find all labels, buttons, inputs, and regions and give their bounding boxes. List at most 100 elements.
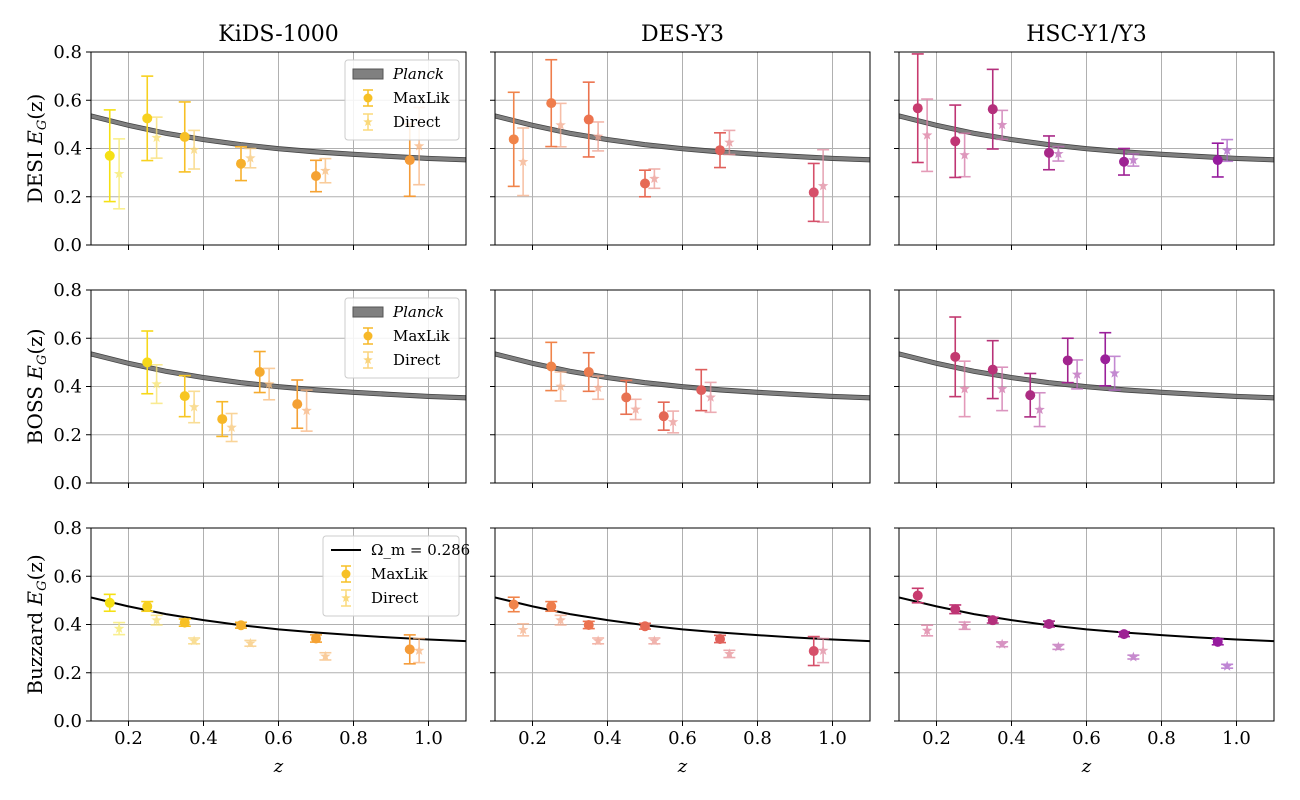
legend-label: Planck — [392, 65, 444, 83]
direct-point — [113, 138, 126, 210]
maxlik-marker — [404, 644, 415, 655]
direct-point — [244, 637, 257, 648]
direct-marker — [151, 614, 162, 625]
x-tick-label: 0.2 — [518, 728, 547, 749]
direct-point — [1221, 138, 1234, 163]
maxlik-marker — [715, 145, 725, 156]
direct-point — [629, 398, 642, 421]
data-area — [91, 330, 466, 443]
legend-marker-swatch — [363, 327, 373, 345]
maxlik-point — [1043, 135, 1055, 171]
direct-point — [817, 637, 830, 664]
legend-marker-swatch — [341, 565, 351, 583]
x-tick-label: 0.8 — [743, 728, 772, 749]
maxlik-marker — [179, 617, 190, 628]
data-area — [899, 53, 1274, 179]
planck-band — [495, 113, 870, 163]
direct-marker — [724, 648, 735, 659]
row-label-symbol: E — [23, 590, 47, 606]
axes-frame — [898, 51, 1275, 246]
maxlik-marker — [404, 155, 415, 166]
x-tick-label: 0.4 — [189, 728, 218, 749]
maxlik-marker — [950, 351, 961, 362]
x-tick-label: 0.8 — [1147, 728, 1176, 749]
data-area — [495, 596, 870, 667]
direct-marker — [817, 645, 829, 655]
direct-marker — [151, 132, 162, 143]
maxlik-point — [235, 620, 247, 631]
maxlik-point — [507, 91, 520, 188]
direct-marker — [226, 422, 237, 432]
legend-star-marker — [363, 117, 373, 127]
maxlik-point — [178, 101, 191, 173]
maxlik-marker — [236, 158, 246, 169]
direct-point — [319, 157, 332, 184]
panel-r1-c1 — [490, 289, 871, 488]
legend-label: Direct — [393, 351, 440, 369]
maxlik-marker — [508, 599, 519, 610]
planck-band — [91, 351, 466, 401]
direct-marker — [959, 383, 970, 394]
direct-marker — [1071, 368, 1083, 379]
direct-point — [319, 650, 332, 661]
direct-marker — [320, 165, 331, 176]
row-label-2: Buzzard EG(z) — [23, 554, 50, 694]
row-label-suffix: (z) — [23, 94, 47, 120]
axes-frame — [494, 289, 871, 484]
maxlik-marker — [640, 178, 650, 189]
maxlik-point — [911, 53, 924, 164]
y-tick-label: 0.0 — [53, 235, 82, 256]
x-tick-label: 0.8 — [339, 728, 368, 749]
axes-frame — [898, 289, 1275, 484]
maxlik-marker — [987, 104, 998, 115]
data-area — [899, 316, 1274, 428]
maxlik-point — [986, 615, 999, 626]
legend-marker-swatch — [341, 589, 351, 607]
maxlik-point — [545, 58, 558, 148]
model-line — [495, 596, 870, 643]
x-tick-label: 1.0 — [414, 728, 443, 749]
y-tick-label: 0.4 — [53, 139, 82, 160]
direct-marker — [1109, 367, 1120, 378]
legend-circle-marker — [341, 569, 351, 579]
data-area — [899, 587, 1274, 671]
maxlik-point — [657, 401, 670, 431]
direct-marker — [263, 378, 275, 389]
legend: Planck MaxLik Direct — [344, 59, 460, 141]
maxlik-point — [141, 600, 154, 613]
maxlik-point — [807, 162, 820, 223]
legend-circle-marker — [363, 93, 373, 103]
direct-marker — [1053, 148, 1064, 159]
maxlik-point — [1211, 636, 1224, 647]
legend: Planck MaxLik Direct — [344, 297, 460, 379]
maxlik-point — [1211, 142, 1224, 178]
direct-marker — [413, 140, 425, 151]
direct-point — [113, 621, 126, 636]
direct-marker — [1221, 660, 1233, 671]
maxlik-marker — [912, 590, 923, 601]
direct-marker — [245, 152, 256, 163]
axes-frame — [90, 527, 467, 722]
direct-point — [300, 389, 313, 432]
direct-point — [517, 127, 530, 197]
direct-point — [592, 121, 605, 152]
x-tick-label: 1.0 — [818, 728, 847, 749]
direct-point — [554, 102, 567, 148]
legend-band-swatch — [352, 68, 384, 80]
direct-point — [996, 638, 1009, 649]
direct-marker — [188, 635, 200, 646]
axes-frame — [494, 51, 871, 246]
direct-marker — [592, 130, 604, 141]
planck-band — [495, 351, 870, 401]
legend-label: Ω_m = 0.286 — [371, 541, 470, 559]
maxlik-marker — [546, 98, 557, 109]
maxlik-marker — [546, 361, 557, 372]
y-tick-label: 0.0 — [53, 711, 82, 732]
y-tick-label: 0.4 — [53, 615, 82, 636]
direct-marker — [817, 180, 829, 191]
panel-r2-c2: 0.2 0.4 0.6 0.8 1.0 z — [894, 527, 1275, 777]
maxlik-point — [310, 159, 322, 193]
direct-marker — [959, 620, 970, 631]
panel-r1-c2 — [894, 289, 1275, 488]
planck-band — [91, 113, 466, 163]
